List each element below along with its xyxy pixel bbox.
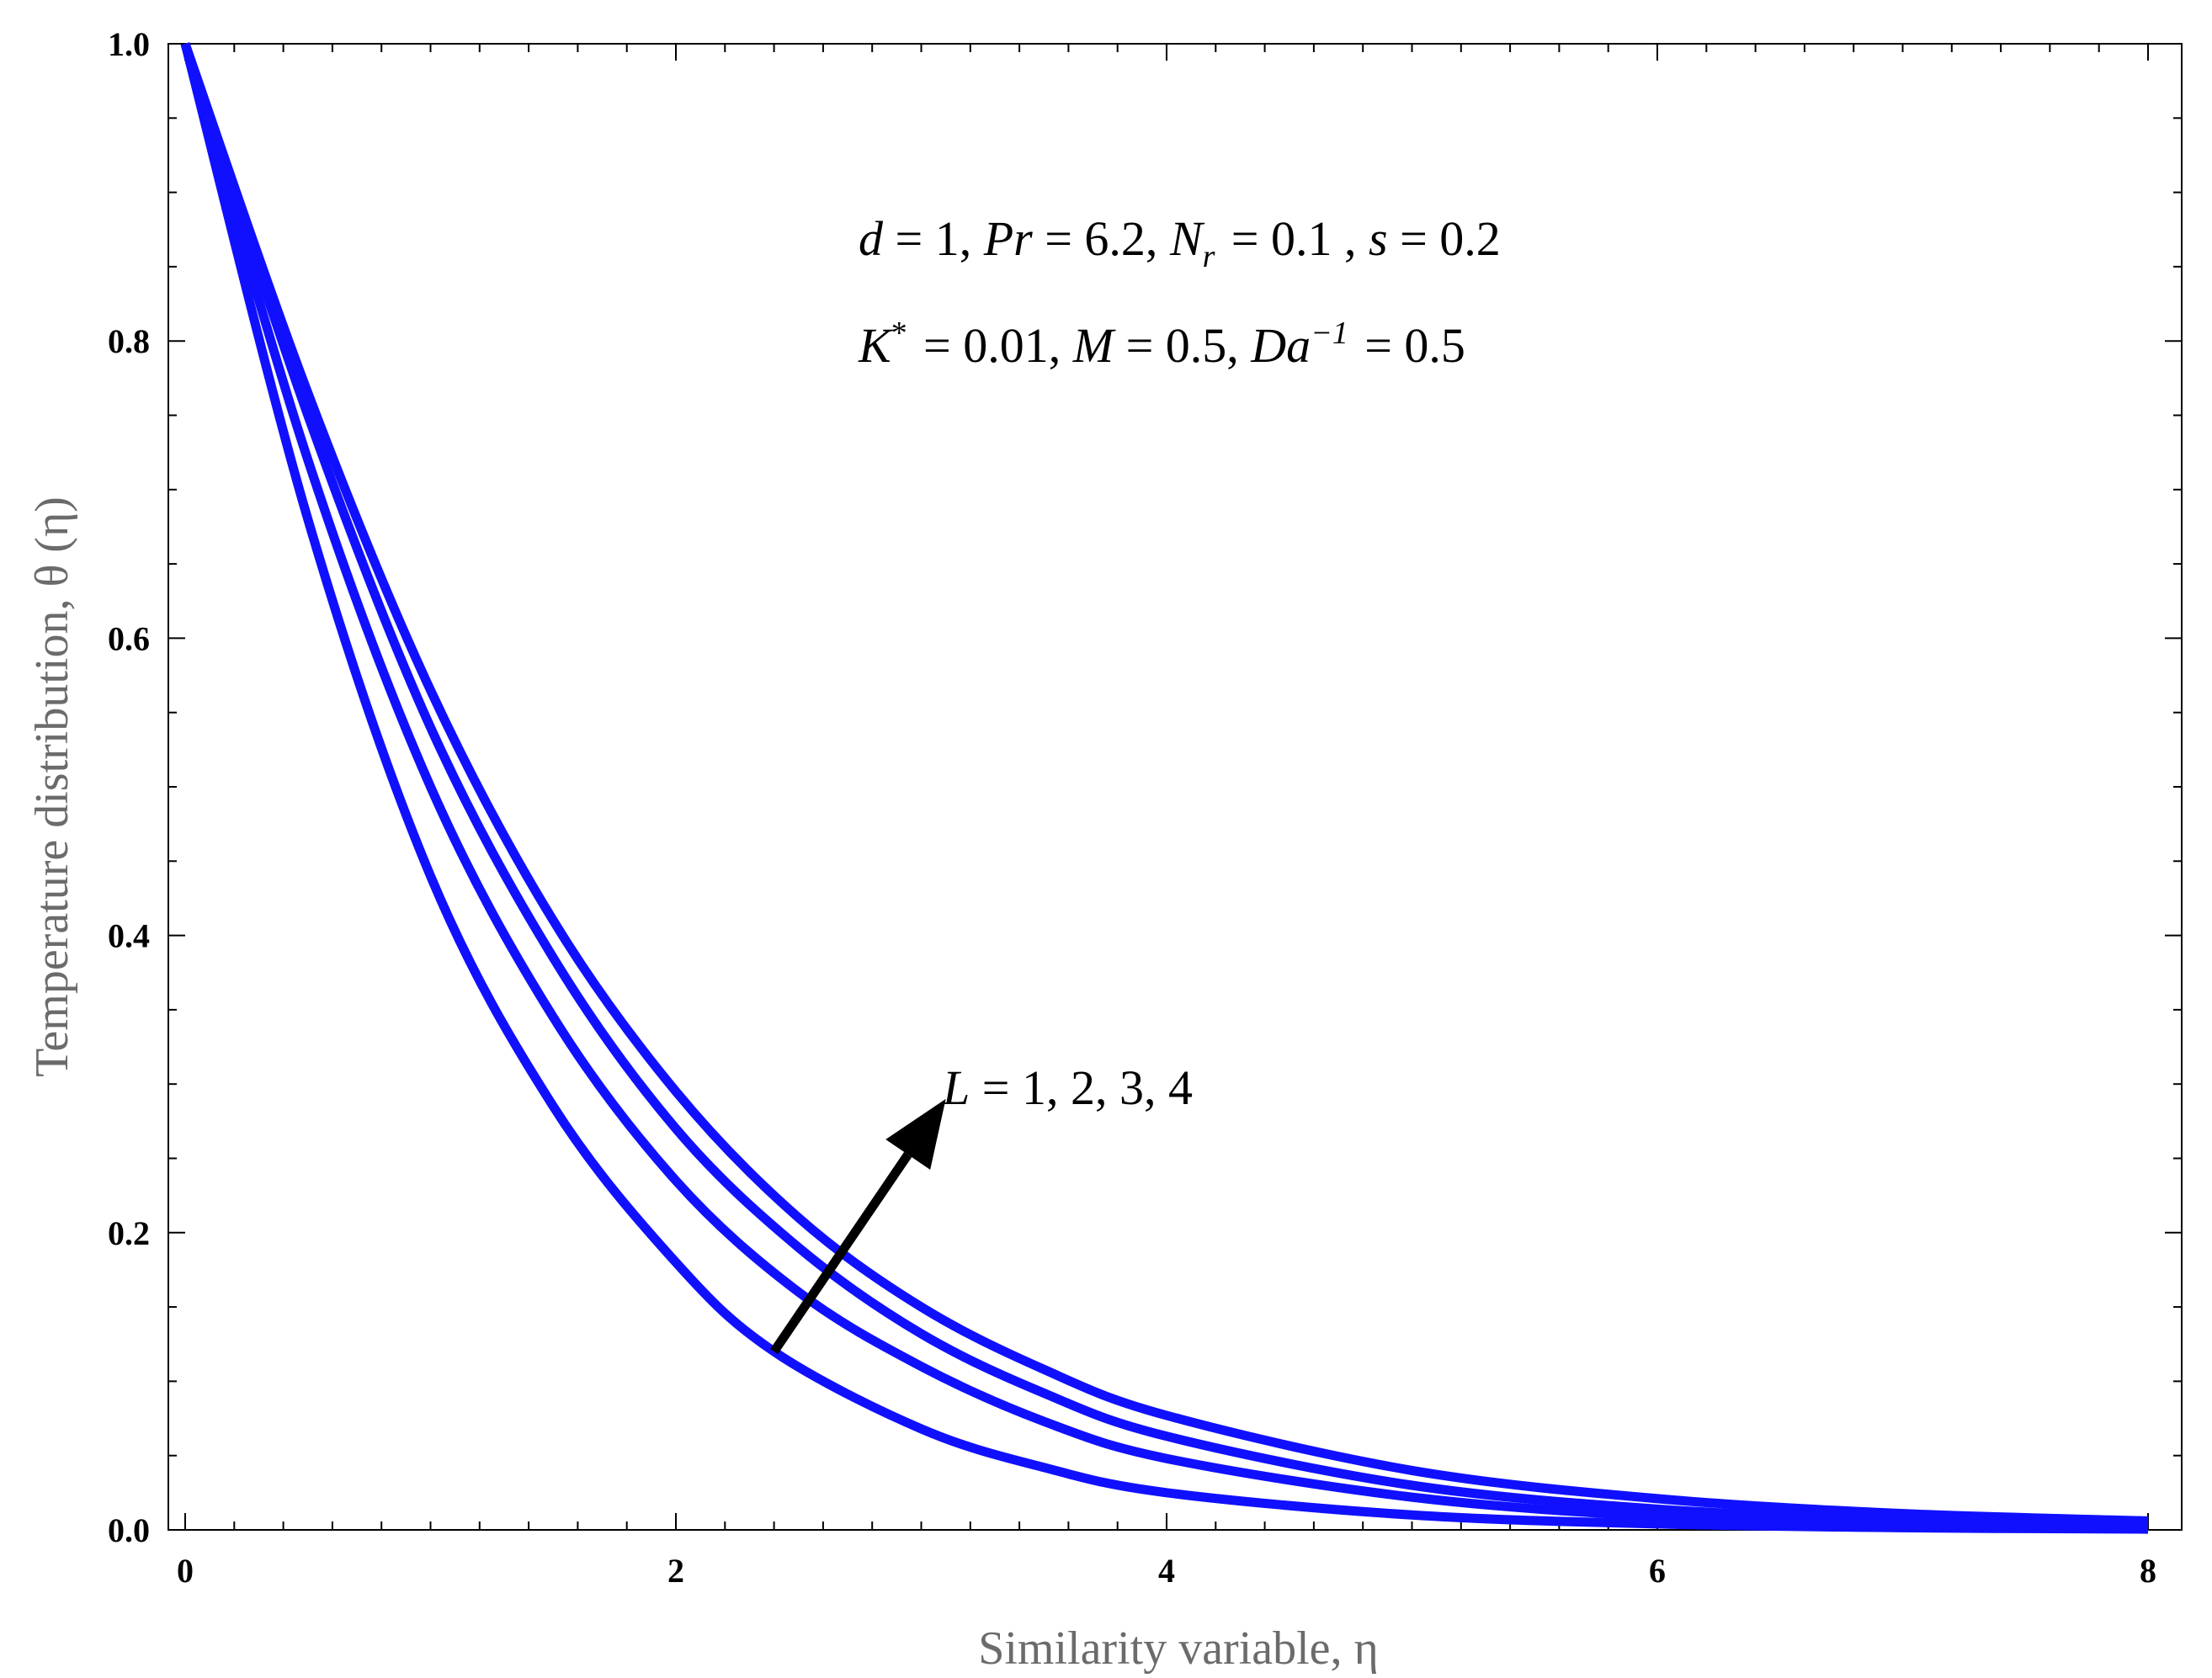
parameter-line-2: K* = 0.01, M = 0.5, Da−1 = 0.5 xyxy=(858,316,1465,373)
x-tick-label: 8 xyxy=(2140,1552,2156,1590)
curve-parameter-label: L = 1, 2, 3, 4 xyxy=(942,1060,1193,1115)
y-tick-label: 0.6 xyxy=(108,619,150,657)
axis-ticks xyxy=(168,43,2182,1531)
y-tick-label: 0.0 xyxy=(108,1511,150,1549)
parameter-line-1: d = 1, Pr = 6.2, Nr = 0.1 , s = 0.2 xyxy=(859,211,1501,274)
temperature-curve xyxy=(180,42,2149,1532)
y-axis-title: Temperature distribution, θ (η) xyxy=(26,496,78,1077)
temperature-curves xyxy=(180,42,2149,1534)
axis-tick-labels: 0 2 4 6 8 0.0 0.2 0.4 0.6 0.8 1.0 xyxy=(108,25,2156,1590)
temperature-curve xyxy=(180,42,2149,1531)
arrow-head xyxy=(885,1098,946,1171)
x-tick-label: 0 xyxy=(177,1552,194,1590)
plot-frame xyxy=(167,43,2183,1531)
x-tick-label: 2 xyxy=(667,1552,684,1590)
y-tick-label: 1.0 xyxy=(108,25,150,63)
y-tick-label: 0.2 xyxy=(108,1214,150,1252)
y-tick-label: 0.8 xyxy=(108,322,150,360)
temperature-curve xyxy=(180,42,2149,1534)
increasing-L-arrow xyxy=(770,1098,946,1355)
temperature-curve xyxy=(180,42,2149,1526)
arrow-shaft xyxy=(770,1151,912,1355)
x-tick-label: 6 xyxy=(1649,1552,1666,1590)
y-tick-label: 0.4 xyxy=(108,917,150,955)
x-tick-label: 4 xyxy=(1158,1552,1175,1590)
x-axis-title: Similarity variable, η xyxy=(978,1622,1379,1675)
